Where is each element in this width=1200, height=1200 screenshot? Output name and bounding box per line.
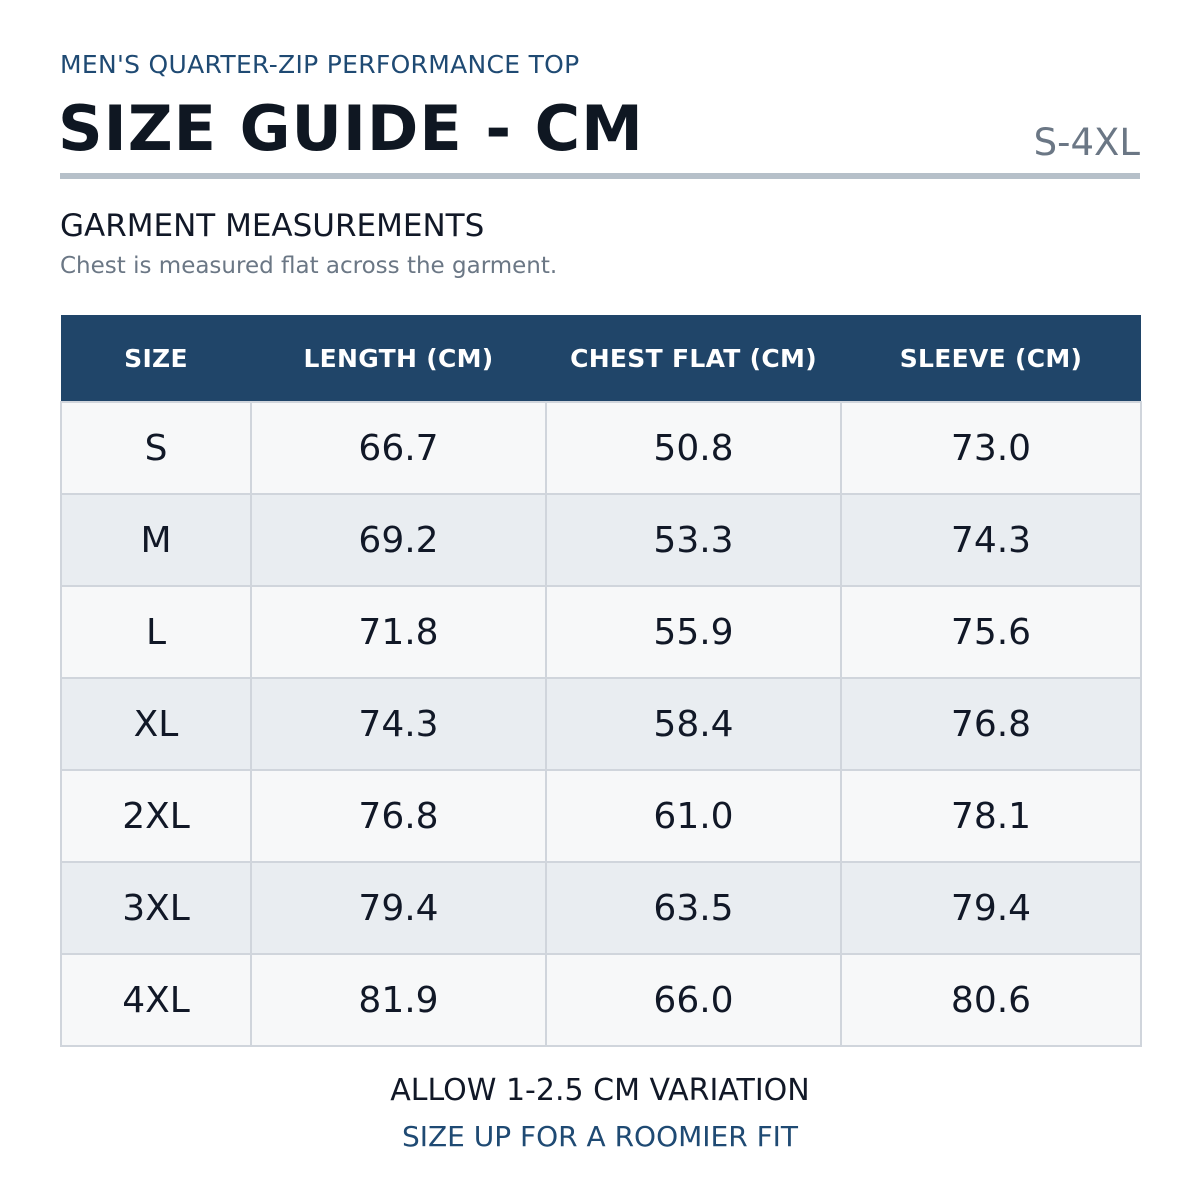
sleeve-cell: 78.1 [840, 769, 1142, 863]
table-row: M 69.2 53.3 74.3 [60, 493, 1142, 587]
table-row: 2XL 76.8 61.0 78.1 [60, 769, 1142, 863]
size-cell: S [60, 401, 252, 495]
table-row: XL 74.3 58.4 76.8 [60, 677, 1142, 771]
size-cell: 2XL [60, 769, 252, 863]
chest-flat-cell: 61.0 [545, 769, 842, 863]
size-range-label: S-4XL [1033, 121, 1140, 164]
sleeve-cell: 74.3 [840, 493, 1142, 587]
sleeve-cell: 73.0 [840, 401, 1142, 495]
sleeve-cell: 76.8 [840, 677, 1142, 771]
fit-tip: SIZE UP FOR A ROOMIER FIT [401, 1120, 799, 1153]
sleeve-cell: 75.6 [840, 585, 1142, 679]
size-table-container: SIZE LENGTH (CM) CHEST FLAT (CM) SLEEVE … [60, 315, 1142, 1047]
length-cell: 76.8 [250, 769, 547, 863]
table-row: L 71.8 55.9 75.6 [60, 585, 1142, 679]
length-cell: 79.4 [250, 861, 547, 955]
length-cell: 69.2 [250, 493, 547, 587]
chest-flat-cell: 50.8 [545, 401, 842, 495]
chest-flat-cell: 66.0 [545, 953, 842, 1047]
column-header-chest-flat: CHEST FLAT (CM) [546, 315, 841, 402]
table-row: 3XL 79.4 63.5 79.4 [60, 861, 1142, 955]
length-cell: 81.9 [250, 953, 547, 1047]
title-divider [60, 173, 1140, 179]
table-header-row: SIZE LENGTH (CM) CHEST FLAT (CM) SLEEVE … [61, 315, 1141, 402]
size-cell: 4XL [60, 953, 252, 1047]
length-cell: 71.8 [250, 585, 547, 679]
table-row: 4XL 81.9 66.0 80.6 [60, 953, 1142, 1047]
size-cell: M [60, 493, 252, 587]
product-name: MEN'S QUARTER-ZIP PERFORMANCE TOP [60, 50, 580, 79]
chest-flat-cell: 58.4 [545, 677, 842, 771]
length-cell: 74.3 [250, 677, 547, 771]
section-title: GARMENT MEASUREMENTS [60, 208, 485, 244]
length-cell: 66.7 [250, 401, 547, 495]
sleeve-cell: 80.6 [840, 953, 1142, 1047]
size-table: SIZE LENGTH (CM) CHEST FLAT (CM) SLEEVE … [60, 315, 1142, 1047]
size-cell: XL [60, 677, 252, 771]
column-header-sleeve: SLEEVE (CM) [841, 315, 1141, 402]
table-row: S 66.7 50.8 73.0 [60, 401, 1142, 495]
sleeve-cell: 79.4 [840, 861, 1142, 955]
chest-flat-cell: 55.9 [545, 585, 842, 679]
variation-note: ALLOW 1-2.5 CM VARIATION [390, 1073, 810, 1108]
section-note: Chest is measured flat across the garmen… [60, 253, 558, 279]
page-title: SIZE GUIDE - CM [58, 92, 644, 165]
column-header-length: LENGTH (CM) [251, 315, 546, 402]
chest-flat-cell: 63.5 [545, 861, 842, 955]
size-cell: 3XL [60, 861, 252, 955]
size-cell: L [60, 585, 252, 679]
column-header-size: SIZE [61, 315, 251, 402]
chest-flat-cell: 53.3 [545, 493, 842, 587]
